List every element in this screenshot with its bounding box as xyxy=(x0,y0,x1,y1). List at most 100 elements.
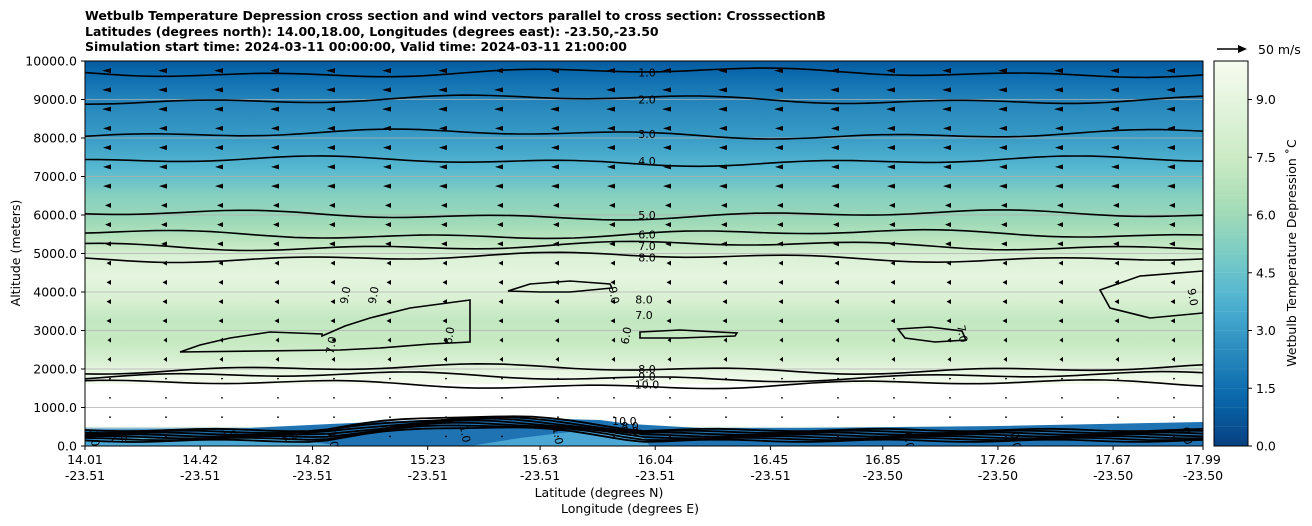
wind-vector xyxy=(1113,202,1119,208)
contour-annotation: 9.0 xyxy=(1184,287,1200,306)
wind-vector xyxy=(778,260,783,266)
wind-vector xyxy=(667,337,671,343)
wind-vector xyxy=(159,183,167,189)
wind-vector xyxy=(1057,222,1063,228)
wind-vector xyxy=(1111,164,1119,170)
wind-vector xyxy=(219,337,223,343)
wind-vector xyxy=(834,260,839,266)
wind-vector xyxy=(327,164,335,170)
wind-vector xyxy=(893,416,895,419)
wind-vector xyxy=(553,241,559,247)
wind-vector xyxy=(1055,164,1063,170)
wind-vector xyxy=(550,68,559,74)
colorbar-frame xyxy=(1213,60,1249,447)
wind-vector xyxy=(663,145,671,151)
wind-vector xyxy=(331,356,335,362)
wind-vector xyxy=(998,68,1007,74)
wind-vector xyxy=(942,106,951,112)
wind-vector xyxy=(837,416,839,419)
wind-vector xyxy=(607,125,615,131)
contour-label: 1.0 xyxy=(638,67,656,80)
contour-line xyxy=(85,251,1203,264)
wind-vector xyxy=(613,377,615,380)
wind-vector xyxy=(1002,260,1007,266)
wind-vector xyxy=(1111,125,1119,131)
contour-line xyxy=(1098,270,1203,319)
colorbar-tick-label: 0.0 xyxy=(1256,439,1276,454)
wind-vector xyxy=(779,337,783,343)
wind-vector xyxy=(1170,299,1175,305)
wind-vector xyxy=(501,377,503,380)
wind-vector xyxy=(218,279,223,285)
wind-vector xyxy=(1113,241,1119,247)
wind-vector xyxy=(333,416,335,419)
contour-line xyxy=(896,326,968,343)
contour-annotation: 2.0 xyxy=(110,432,128,445)
x-tick-label-lat: 15.23 xyxy=(410,452,446,467)
wind-vector xyxy=(611,356,615,362)
wind-vector xyxy=(886,106,895,112)
y-tick-label: 1000.0 xyxy=(33,400,77,415)
wind-vector xyxy=(445,377,447,380)
wind-vector xyxy=(214,106,223,112)
wind-vector xyxy=(663,164,671,170)
wind-vector xyxy=(613,396,615,399)
wind-vector xyxy=(389,416,391,419)
wind-vector xyxy=(555,356,559,362)
wind-vector xyxy=(778,299,783,305)
y-axis-label: Altitude (meters) xyxy=(8,200,23,307)
contour-annotation: 0.0 xyxy=(901,431,917,450)
wind-vector xyxy=(439,164,447,170)
wind-vector xyxy=(609,202,615,208)
y-tick-label: 5000.0 xyxy=(33,246,77,261)
wind-vector xyxy=(666,260,671,266)
y-tick-label: 10000.0 xyxy=(25,54,77,69)
wind-vector xyxy=(718,87,727,93)
wind-vector xyxy=(1054,106,1063,112)
wind-vector xyxy=(949,435,951,438)
wind-vector xyxy=(445,435,447,438)
wind-vector xyxy=(326,68,335,74)
wind-vector xyxy=(665,202,671,208)
x-tick-label-lat: 14.82 xyxy=(295,452,331,467)
wind-vector xyxy=(162,260,167,266)
wind-vector xyxy=(331,337,335,343)
plot-area: 1.02.03.04.05.06.07.08.08.09.010.09.0 9.0… xyxy=(85,61,1203,450)
wind-vector xyxy=(551,183,559,189)
wind-vector xyxy=(1167,145,1175,151)
contour-annotation: 6.0 xyxy=(621,425,639,438)
surface-light-patch-2 xyxy=(470,428,650,446)
wind-vector xyxy=(274,299,279,305)
wind-vector xyxy=(162,318,167,324)
wind-vector xyxy=(389,396,391,399)
wind-vector xyxy=(1059,356,1063,362)
wind-vector xyxy=(1115,356,1119,362)
wind-vector xyxy=(215,125,223,131)
wind-vector xyxy=(781,377,783,380)
wind-vector xyxy=(999,125,1007,131)
wind-vector xyxy=(606,68,615,74)
wind-vector xyxy=(1117,435,1119,438)
wind-vector xyxy=(162,299,167,305)
contour-line xyxy=(85,155,1203,168)
wind-vector xyxy=(775,145,783,151)
wind-vector xyxy=(551,164,559,170)
wind-vector xyxy=(105,202,111,208)
wind-vector xyxy=(722,279,727,285)
wind-vector xyxy=(666,279,671,285)
wind-key-label: 50 m/s xyxy=(1258,42,1301,57)
wind-vector xyxy=(389,377,391,380)
wind-vector xyxy=(438,87,447,93)
wind-key-arrowhead xyxy=(1238,45,1247,53)
wind-vector xyxy=(777,222,783,228)
wind-vector xyxy=(385,241,391,247)
wind-vector xyxy=(718,68,727,74)
contour-line xyxy=(85,421,1203,440)
wind-vector xyxy=(554,318,559,324)
wind-vector xyxy=(215,145,223,151)
wind-vector xyxy=(109,416,111,419)
wind-vector xyxy=(610,279,615,285)
chart-title-line-1: Wetbulb Temperature Depression cross sec… xyxy=(85,8,826,23)
wind-vector xyxy=(106,260,111,266)
wind-vector xyxy=(102,68,111,74)
